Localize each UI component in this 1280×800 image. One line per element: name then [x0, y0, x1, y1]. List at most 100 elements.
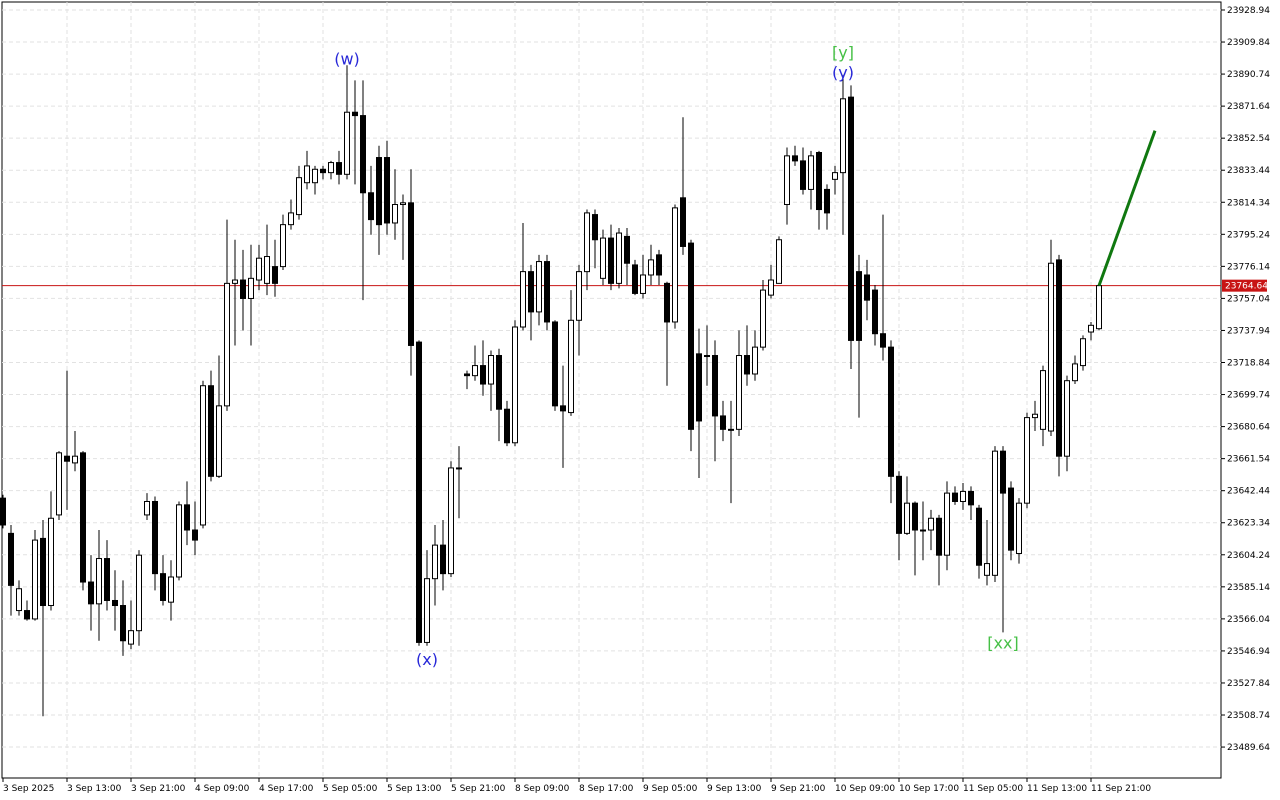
candle-body	[928, 517, 934, 531]
y-tick-label: 23776.14	[1227, 262, 1270, 272]
candle-body	[728, 428, 734, 431]
candle-body	[640, 274, 646, 294]
y-tick-label: 23890.74	[1227, 70, 1270, 80]
candle-body	[704, 355, 710, 358]
candle-body	[1088, 324, 1094, 333]
candle-body	[920, 529, 926, 532]
candle-body	[424, 578, 430, 643]
candle-body	[544, 261, 550, 323]
x-tick-label: 8 Sep 09:00	[515, 784, 570, 794]
candle-body	[608, 237, 614, 284]
candle-body	[600, 237, 606, 279]
candle-body	[1072, 363, 1078, 382]
candle-body	[200, 385, 206, 526]
candle-body	[304, 165, 310, 184]
candle-body	[520, 271, 526, 328]
candle-body	[336, 162, 342, 175]
candle-body	[488, 355, 494, 385]
candle-body	[824, 188, 830, 214]
candle-body	[176, 504, 182, 578]
candle-body	[984, 563, 990, 576]
candle-body	[744, 355, 750, 375]
candle-body	[368, 192, 374, 221]
y-tick-label: 23814.34	[1227, 198, 1270, 208]
candle-body	[568, 319, 574, 414]
candle-body	[680, 197, 686, 247]
candle-body	[664, 282, 670, 323]
x-tick-label: 4 Sep 17:00	[259, 784, 314, 794]
candle-body	[864, 274, 870, 301]
candle-body	[280, 224, 286, 268]
candle-body	[536, 261, 542, 313]
candle-body	[464, 373, 470, 377]
candle-body	[712, 355, 718, 417]
x-tick-label: 4 Sep 09:00	[195, 784, 250, 794]
candle-body	[344, 111, 350, 175]
x-tick-label: 5 Sep 05:00	[323, 784, 378, 794]
x-tick-label: 11 Sep 05:00	[963, 784, 1023, 794]
candle-body	[880, 333, 886, 348]
candle-body	[832, 172, 838, 180]
candle-body	[32, 539, 38, 620]
candle-body	[1032, 413, 1038, 419]
candle-body	[792, 155, 798, 162]
candle-body	[840, 98, 846, 174]
candle-body	[584, 212, 590, 273]
y-tick-label: 23699.74	[1227, 391, 1270, 401]
candle-body	[16, 588, 22, 612]
candle-body	[64, 455, 70, 462]
x-tick-label: 9 Sep 05:00	[643, 784, 698, 794]
candle-body	[448, 467, 454, 575]
candle-body	[952, 492, 958, 502]
candle-body	[120, 605, 126, 642]
candle-body	[752, 346, 758, 375]
candle-body	[192, 529, 198, 541]
x-tick-label: 3 Sep 2025	[3, 784, 54, 794]
candle-body	[432, 544, 438, 580]
candle-body	[552, 321, 558, 407]
candle-body	[392, 204, 398, 224]
x-tick-label: 5 Sep 21:00	[451, 784, 506, 794]
x-tick-label: 11 Sep 21:00	[1091, 784, 1151, 794]
candle-body	[408, 202, 414, 346]
candle-body	[656, 254, 662, 276]
x-tick-label: 3 Sep 21:00	[131, 784, 186, 794]
y-tick-label: 23909.84	[1227, 38, 1270, 48]
candle-body	[848, 96, 854, 341]
candle-body	[624, 235, 630, 264]
y-tick-label: 23623.34	[1227, 519, 1270, 529]
candle-body	[296, 177, 302, 216]
candle-body	[208, 385, 214, 477]
candle-body	[1096, 285, 1102, 330]
candle-body	[320, 168, 326, 174]
candle-body	[576, 271, 582, 321]
candle-body	[1016, 502, 1022, 555]
candle-body	[400, 202, 406, 206]
candle-body	[592, 214, 598, 241]
candle-body	[224, 282, 230, 407]
candle-body	[776, 239, 782, 284]
candle-body	[288, 212, 294, 226]
projection-line	[1097, 130, 1157, 287]
candle-body	[1080, 338, 1086, 367]
wave-label: (y)	[832, 63, 854, 82]
candle-body	[160, 573, 166, 601]
x-tick-label: 9 Sep 21:00	[771, 784, 826, 794]
candle-body	[1040, 370, 1046, 430]
candle-body	[40, 537, 46, 607]
candle-body	[168, 576, 174, 603]
y-tick-label: 23737.94	[1227, 326, 1270, 336]
candle-body	[216, 405, 222, 477]
candle-body	[648, 259, 654, 276]
candle-body	[328, 162, 334, 174]
y-tick-label: 23852.54	[1227, 134, 1270, 144]
wave-label: [y]	[832, 43, 854, 62]
candle-body	[672, 207, 678, 323]
candle-body	[1048, 262, 1054, 432]
candle-body	[104, 558, 110, 601]
candle-body	[256, 257, 262, 281]
current-price-label: 23764.64	[1225, 282, 1268, 292]
candle-body	[504, 408, 510, 444]
candle-body	[616, 232, 622, 284]
candle-body	[440, 544, 446, 575]
